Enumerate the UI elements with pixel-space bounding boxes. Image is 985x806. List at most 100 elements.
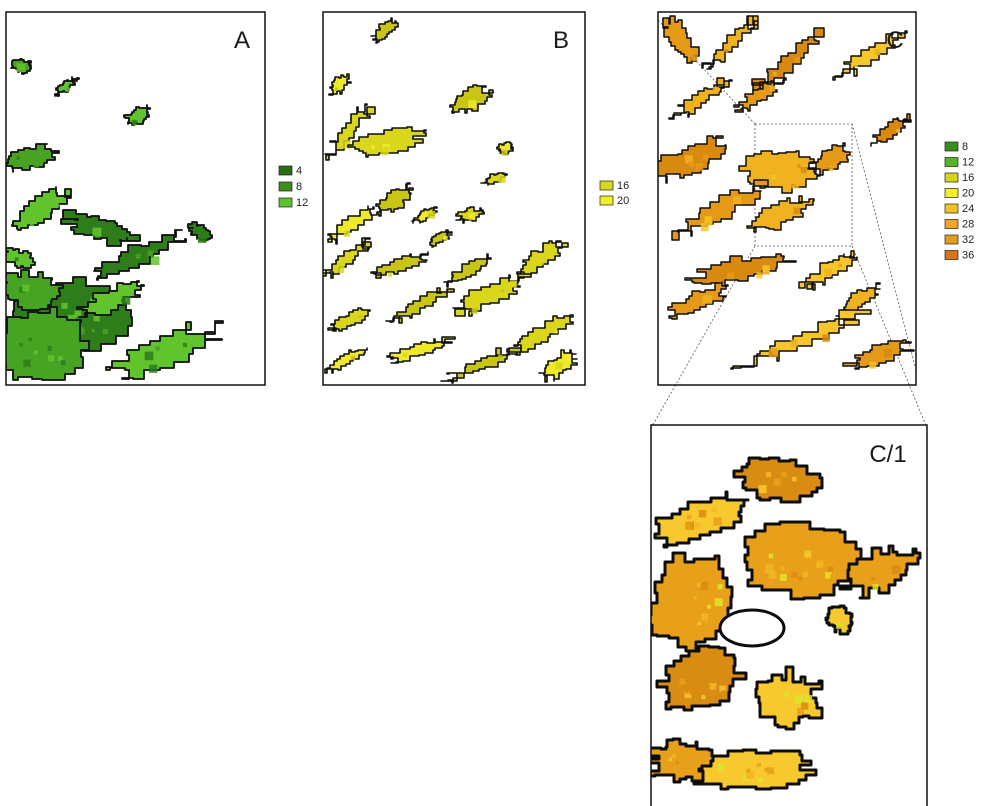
patch-cell: [794, 57, 801, 64]
legend-label: 20: [617, 195, 629, 207]
habitat-patch: [327, 307, 371, 332]
habitat-patch: [386, 336, 456, 364]
habitat-patch: [429, 229, 453, 248]
patch-cell: [764, 767, 769, 772]
patch-cell: [675, 760, 679, 765]
legend-label: 36: [962, 250, 974, 262]
patch-cell: [792, 476, 797, 482]
patch-cell: [793, 207, 801, 215]
patch-cell: [44, 208, 49, 213]
patch-cell: [93, 315, 100, 322]
map-b-patches: [323, 17, 578, 384]
patch-cell: [400, 191, 408, 199]
patch-cell: [668, 757, 673, 762]
patch-cell: [695, 523, 701, 529]
patch-cell: [838, 263, 842, 268]
patch-cell: [535, 338, 541, 344]
panel-b: B: [322, 11, 586, 386]
patch-cell: [147, 250, 154, 257]
habitat-patch: [6, 247, 36, 269]
patch-cell: [804, 550, 812, 558]
legend-a: 4 8 12: [278, 165, 308, 209]
habitat-patch: [746, 195, 815, 233]
patch-cell: [402, 352, 408, 357]
patch-cell: [443, 235, 448, 241]
legend-c: 8 12 16 20 24 28 32 36: [944, 141, 974, 262]
patch-cell: [24, 345, 31, 352]
patch-cell: [768, 351, 773, 356]
habitat-patch: [807, 142, 851, 177]
legend-label: 28: [962, 219, 974, 231]
patch-cell: [707, 604, 712, 609]
patch-cell: [853, 62, 858, 67]
legend-swatch: [599, 180, 614, 191]
habitat-patch: [842, 339, 915, 370]
patch-cell: [29, 222, 34, 227]
patch-cell: [685, 690, 689, 694]
habitat-patch: [54, 76, 80, 97]
patch-cell: [33, 350, 38, 355]
patch-cell: [822, 334, 830, 342]
legend-swatch: [278, 165, 293, 176]
patch-cell: [756, 766, 763, 774]
patch-cell: [65, 87, 70, 92]
patch-cell: [468, 100, 477, 109]
patch-cell: [358, 314, 363, 319]
habitat-patch: [324, 347, 368, 374]
legend-label: 12: [296, 197, 308, 209]
patch-cell: [870, 577, 875, 581]
patch-cell: [28, 337, 32, 342]
patch-cell: [696, 582, 701, 587]
patch-cell: [827, 566, 834, 573]
patch-cell: [800, 167, 807, 174]
patch-cell: [727, 272, 734, 280]
habitat-patch: [452, 273, 532, 317]
patch-cell: [836, 622, 843, 629]
patch-cell: [896, 129, 901, 134]
patch-cell: [704, 216, 712, 224]
patch-cell: [92, 227, 102, 237]
patch-cell: [679, 678, 686, 685]
patch-cell: [48, 354, 55, 362]
patch-cell: [765, 564, 774, 573]
patch-cell: [387, 24, 393, 30]
patch-cell: [387, 272, 393, 277]
patch-cell: [701, 695, 706, 700]
legend-swatch: [944, 141, 959, 152]
patch-cell: [824, 268, 833, 277]
habitat-patch: [653, 490, 750, 549]
patch-cell: [14, 257, 19, 262]
legend-label: 24: [962, 203, 974, 215]
patch-cell: [756, 272, 763, 279]
patch-cell: [708, 221, 713, 226]
map-a-patches: [6, 58, 224, 381]
patch-cell: [38, 352, 44, 358]
patch-cell: [106, 231, 113, 238]
patch-cell: [779, 482, 784, 488]
patch-cell: [60, 360, 66, 365]
legend-swatch: [944, 219, 959, 229]
patch-cell: [719, 685, 726, 693]
habitat-patch: [6, 143, 60, 173]
patch-cell: [780, 566, 785, 571]
patch-cell: [724, 49, 729, 53]
patch-cell: [688, 685, 697, 695]
patch-cell: [342, 140, 351, 149]
patch-cell: [695, 163, 704, 171]
patch-cell: [874, 49, 881, 56]
patch-cell: [757, 777, 763, 783]
patch-cell: [23, 359, 31, 367]
patch-cell: [756, 763, 762, 768]
patch-cell: [343, 230, 350, 237]
patch-cell: [765, 471, 772, 478]
habitat-patch: [496, 141, 514, 155]
patch-cell: [825, 571, 832, 579]
patch-cell: [43, 351, 50, 358]
habitat-patch: [123, 104, 151, 126]
patch-cell: [709, 683, 717, 690]
map-c1-patches: [651, 456, 922, 791]
habitat-patch: [443, 253, 492, 288]
patch-cell: [334, 87, 339, 91]
patch-cell: [680, 579, 685, 584]
